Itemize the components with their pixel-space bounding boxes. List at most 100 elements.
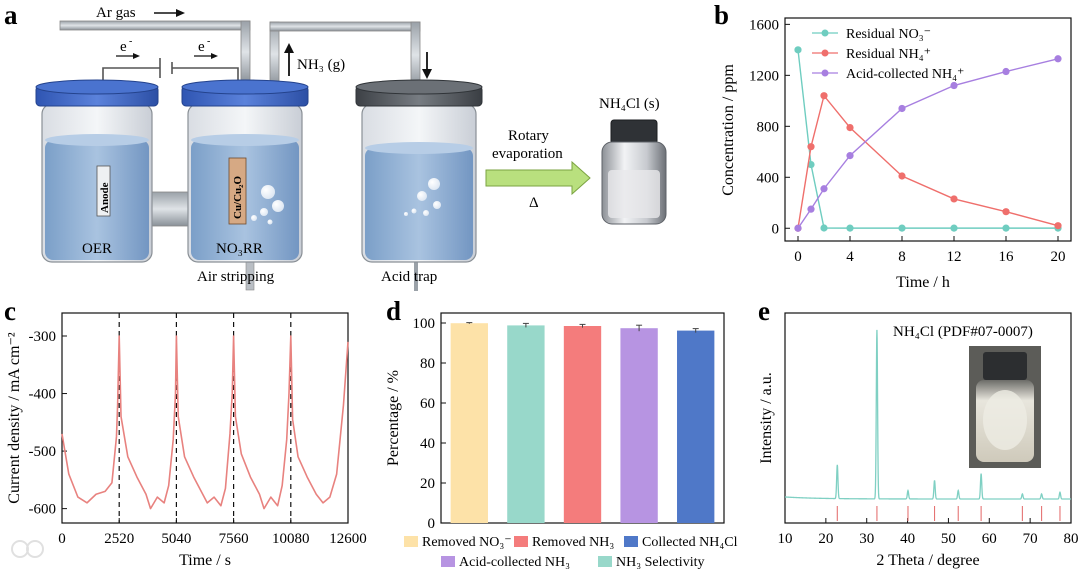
panel-b-legend: Residual NO₃⁻ Residual NH₄⁺ Acid-collect… — [812, 27, 964, 82]
legend-item-collected-nh4cl: Collected NH₄Cl — [624, 535, 738, 550]
svg-text:e: e — [198, 39, 205, 55]
svg-text:e: e — [120, 39, 127, 55]
b-point-2-6 — [1002, 67, 1010, 76]
panel-b-chart: b 0 4 8 12 16 20 0 400 800 1200 1600 Time / h Conc… — [714, 0, 1072, 291]
panel-d-legend: Removed NO₃⁻ Removed NH₃ Collected NH₄Cl… — [404, 535, 738, 570]
panel-label-c: c — [4, 296, 16, 326]
legend-item-removed-no3: Removed NO₃⁻ — [404, 535, 512, 550]
cathode-electrode — [228, 157, 247, 225]
d-bar-4 — [677, 330, 715, 523]
svg-text:Residual NH₄⁺: Residual NH₄⁺ — [846, 47, 931, 62]
panel-e-frame — [784, 312, 1072, 524]
panel-c-frame — [61, 312, 349, 524]
b-point-0-0 — [794, 46, 802, 54]
heat-symbol: Δ — [529, 195, 539, 211]
svg-text:-: - — [129, 36, 132, 47]
b-xtick-label-3: 12 — [947, 249, 962, 265]
rotary-label-line1: Rotary — [508, 128, 549, 144]
d-bar-3 — [620, 328, 658, 523]
panel-e-chart: e 10 20 30 40 50 60 70 80 NH₄Cl (PDF#07-0007) 2… — [758, 296, 1079, 569]
legend-item-acid-collected-nh3: Acid-collected NH₃ — [441, 555, 570, 570]
b-ytick-label-4: 1600 — [749, 17, 779, 33]
panel-c-series — [61, 313, 349, 523]
b-point-2-7 — [1054, 55, 1062, 63]
b-point-0-5 — [950, 224, 958, 232]
e-xtick-label-2: 30 — [859, 531, 874, 547]
d-bar-2 — [563, 326, 602, 523]
b-xtick-label-1: 4 — [846, 249, 854, 265]
b-point-1-4 — [898, 172, 906, 180]
panel-d-axis-ticks: 0 20 40 60 80 100 — [413, 316, 446, 532]
panel-e-ylabel: Intensity / a.u. — [758, 372, 775, 464]
svg-text:Acid-collected NH₄⁺: Acid-collected NH₄⁺ — [846, 67, 964, 82]
legend-item-acid-collected-nh4: Acid-collected NH₄⁺ — [812, 67, 964, 82]
e-xtick-label-4: 50 — [941, 531, 956, 547]
anode-label: Anode — [99, 182, 111, 213]
c-xtick-label-0: 0 — [58, 531, 66, 547]
no3rr-label: NO₃RR — [216, 241, 263, 257]
d-ytick-label-3: 60 — [420, 396, 435, 412]
panel-d-chart: d 0 20 40 60 80 100 Percentage / % Removed NO… — [385, 296, 738, 570]
rotary-evaporation-arrow — [485, 160, 591, 196]
b-xtick-label-5: 20 — [1051, 249, 1066, 265]
b-point-2-5 — [950, 81, 958, 90]
b-point-0-6 — [1002, 224, 1010, 232]
e-xtick-label-3: 40 — [900, 531, 915, 547]
oer-label: OER — [82, 241, 112, 257]
d-ytick-label-0: 0 — [428, 516, 436, 532]
legend-item-residual-no3: Residual NO₃⁻ — [812, 27, 931, 42]
svg-text:Collected NH₄Cl: Collected NH₄Cl — [642, 535, 738, 550]
salt-bridge — [145, 191, 193, 227]
panel-label-e: e — [758, 296, 770, 326]
product-bottle — [601, 119, 667, 225]
b-xtick-label-2: 8 — [898, 249, 906, 265]
b-point-1-1 — [807, 143, 815, 151]
d-bar-1 — [507, 325, 545, 523]
panel-c-xlabel: Time / s — [179, 552, 231, 569]
acid-trap-label: Acid trap — [381, 269, 437, 285]
b-ytick-label-2: 800 — [757, 119, 780, 135]
svg-text:Removed NH₃: Removed NH₃ — [532, 535, 614, 550]
panel-e-reference-lines — [836, 506, 1061, 521]
b-xtick-label-4: 16 — [999, 249, 1015, 265]
b-point-0-1 — [807, 160, 815, 169]
xrd-pattern-line — [784, 329, 1071, 500]
panel-d-ylabel: Percentage / % — [385, 370, 402, 466]
watermark — [11, 540, 44, 558]
electron-left: e - — [116, 36, 140, 59]
e-xtick-label-7: 80 — [1064, 531, 1079, 547]
d-bar-0 — [450, 323, 488, 523]
svg-text:Acid-collected NH₃: Acid-collected NH₃ — [459, 555, 570, 570]
panel-label-d: d — [386, 296, 401, 326]
oer-cell — [35, 79, 159, 263]
c-xtick-label-4: 10080 — [272, 531, 310, 547]
panel-c-axis-ticks: 0 2520 5040 7560 10080 12600 -300 -400 -500 -600 — [29, 329, 367, 547]
b-point-1-7 — [1054, 222, 1062, 230]
b-xtick-label-0: 0 — [794, 249, 802, 265]
electron-right: e - — [194, 36, 218, 59]
acid-trap-cell — [355, 79, 483, 263]
b-series-line-2 — [797, 58, 1059, 229]
nh3-up-arrow — [284, 43, 294, 76]
b-point-2-3 — [846, 152, 854, 160]
b-point-2-1 — [807, 205, 815, 213]
svg-text:NH₃ Selectivity: NH₃ Selectivity — [616, 555, 704, 570]
b-point-2-2 — [820, 185, 828, 193]
panel-e-title: NH₄Cl (PDF#07-0007) — [893, 324, 1033, 340]
b-point-1-3 — [846, 123, 854, 132]
c-ytick-label-1: -400 — [29, 387, 57, 403]
e-xtick-label-6: 70 — [1023, 531, 1038, 547]
air-stripping-label: Air stripping — [197, 269, 275, 285]
e-xtick-label-5: 60 — [982, 531, 997, 547]
anode-electrode — [96, 165, 111, 217]
ar-gas-label: Ar gas — [96, 5, 136, 21]
panel-label-b: b — [714, 0, 729, 30]
c-xtick-label-5: 12600 — [329, 531, 367, 547]
b-point-2-0 — [794, 224, 802, 232]
d-ytick-label-4: 80 — [420, 356, 435, 372]
product-label: NH₄Cl (s) — [599, 96, 660, 112]
c-ytick-label-2: -500 — [29, 444, 57, 460]
e-xtick-label-0: 10 — [778, 531, 793, 547]
c-xtick-label-2: 5040 — [161, 531, 191, 547]
